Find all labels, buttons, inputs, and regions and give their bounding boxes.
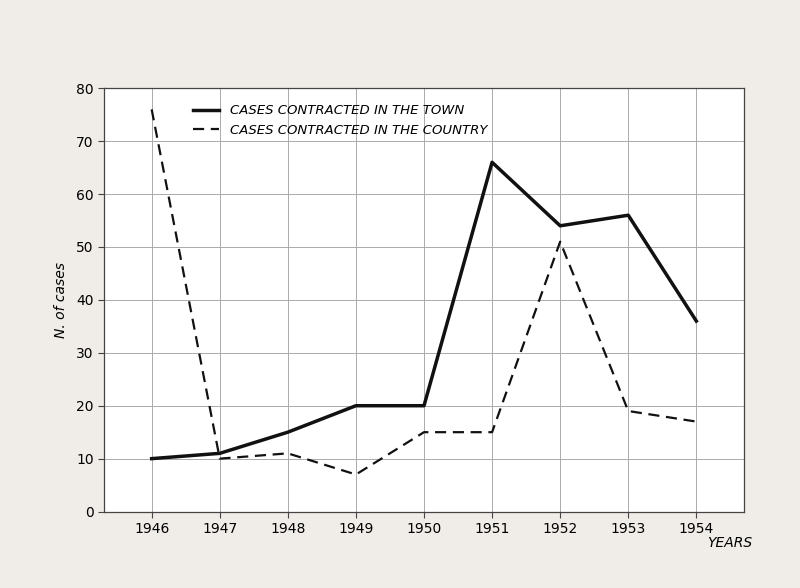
Legend: CASES CONTRACTED IN THE TOWN, CASES CONTRACTED IN THE COUNTRY: CASES CONTRACTED IN THE TOWN, CASES CONT… — [187, 99, 492, 142]
Y-axis label: N. of cases: N. of cases — [54, 262, 68, 338]
Text: YEARS: YEARS — [707, 536, 752, 550]
